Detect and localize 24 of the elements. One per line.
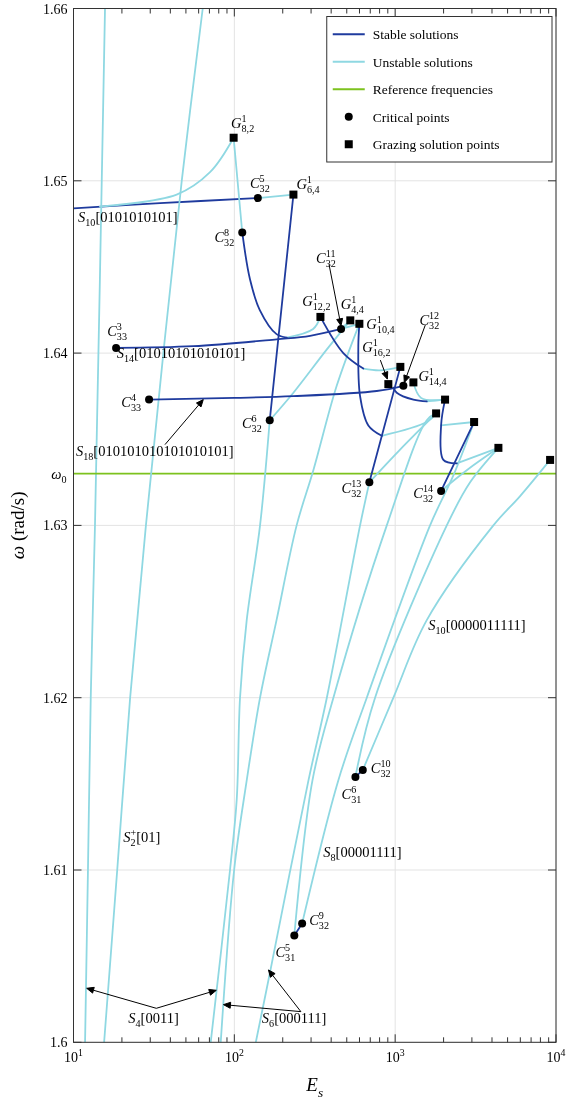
annotation: S$_{8}$[00001111] xyxy=(323,844,402,864)
y-tick-label: 1.63 xyxy=(43,518,68,534)
x-tick-label: 10$^{4}$ xyxy=(546,1047,566,1066)
y-tick-label: 1.61 xyxy=(43,863,68,878)
annotation: S$_{18}$[010101010101010101] xyxy=(75,442,234,462)
legend-label: Reference frequencies xyxy=(372,82,494,98)
annotation: ω$_{0}$ xyxy=(51,465,67,486)
legend-label: Unstable solutions xyxy=(372,54,473,70)
annotation: S$_{10}$[0101010101] xyxy=(78,208,178,229)
legend-label: Stable solutions xyxy=(372,27,459,43)
y-tick-label: 1.62 xyxy=(43,690,68,706)
x-tick-label: 10$^{2}$ xyxy=(224,1047,244,1066)
y-tick-label: 1.65 xyxy=(43,173,68,189)
y-tick-label: 1.64 xyxy=(43,346,68,362)
y-axis-title: ω (rad/s) xyxy=(7,491,29,560)
annotation: S$_{2}$$^{+}$[01] xyxy=(123,826,161,849)
x-axis-title: E$_{s}$ xyxy=(305,1074,324,1100)
y-tick-label: 1.66 xyxy=(43,1,68,17)
x-tick-label: 10$^{3}$ xyxy=(385,1047,405,1066)
legend-label: Critical points xyxy=(372,109,450,125)
legend-label: Grazing solution points xyxy=(372,137,500,153)
annotation: S$_{6}$[000111] xyxy=(261,1010,327,1030)
annotation: S$_{10}$[0000011111] xyxy=(428,617,526,637)
annotation: S$_{4}$[0011] xyxy=(128,1010,179,1030)
